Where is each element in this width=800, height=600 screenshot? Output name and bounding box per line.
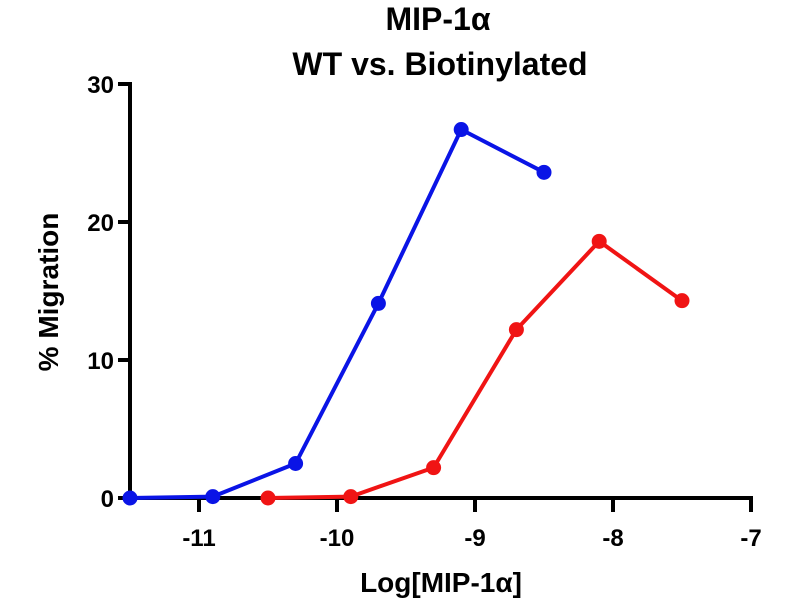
chart-title: MIP-1α <box>385 1 490 37</box>
y-tick-label: 10 <box>87 348 114 375</box>
data-point <box>426 460 442 476</box>
series-group <box>122 122 690 506</box>
x-tick-label: -11 <box>182 525 215 552</box>
data-point <box>370 295 386 311</box>
data-point <box>205 489 221 505</box>
data-point <box>122 490 138 506</box>
series-line <box>129 127 545 500</box>
data-point <box>508 322 524 338</box>
data-point <box>288 456 304 471</box>
series-wt <box>122 122 552 506</box>
y-axis-ticks: 0 10 20 30 <box>87 72 130 513</box>
y-tick-label: 30 <box>87 72 114 99</box>
y-tick-label: 20 <box>87 210 114 237</box>
x-tick-label: -8 <box>602 525 623 552</box>
axes <box>128 82 753 500</box>
data-point <box>536 164 552 180</box>
x-axis-ticks: -11 -10 -9 -8 -7 <box>182 498 762 552</box>
x-tick-label: -10 <box>320 525 355 552</box>
data-point <box>453 122 469 138</box>
x-axis-label: Log[MIP-1α] <box>360 567 522 598</box>
x-tick-label: -7 <box>740 525 761 552</box>
y-axis-label: % Migration <box>33 213 64 372</box>
series-biotinylated <box>260 233 690 506</box>
data-point <box>591 233 607 249</box>
x-tick-label: -9 <box>464 525 485 552</box>
data-point <box>343 489 359 505</box>
chart-subtitle: WT vs. Biotinylated <box>292 46 587 82</box>
chart-title-text: MIP-1α <box>385 1 490 37</box>
series-line <box>267 239 684 500</box>
data-point <box>674 293 690 309</box>
y-tick-label: 0 <box>101 486 114 513</box>
data-point <box>260 490 276 506</box>
